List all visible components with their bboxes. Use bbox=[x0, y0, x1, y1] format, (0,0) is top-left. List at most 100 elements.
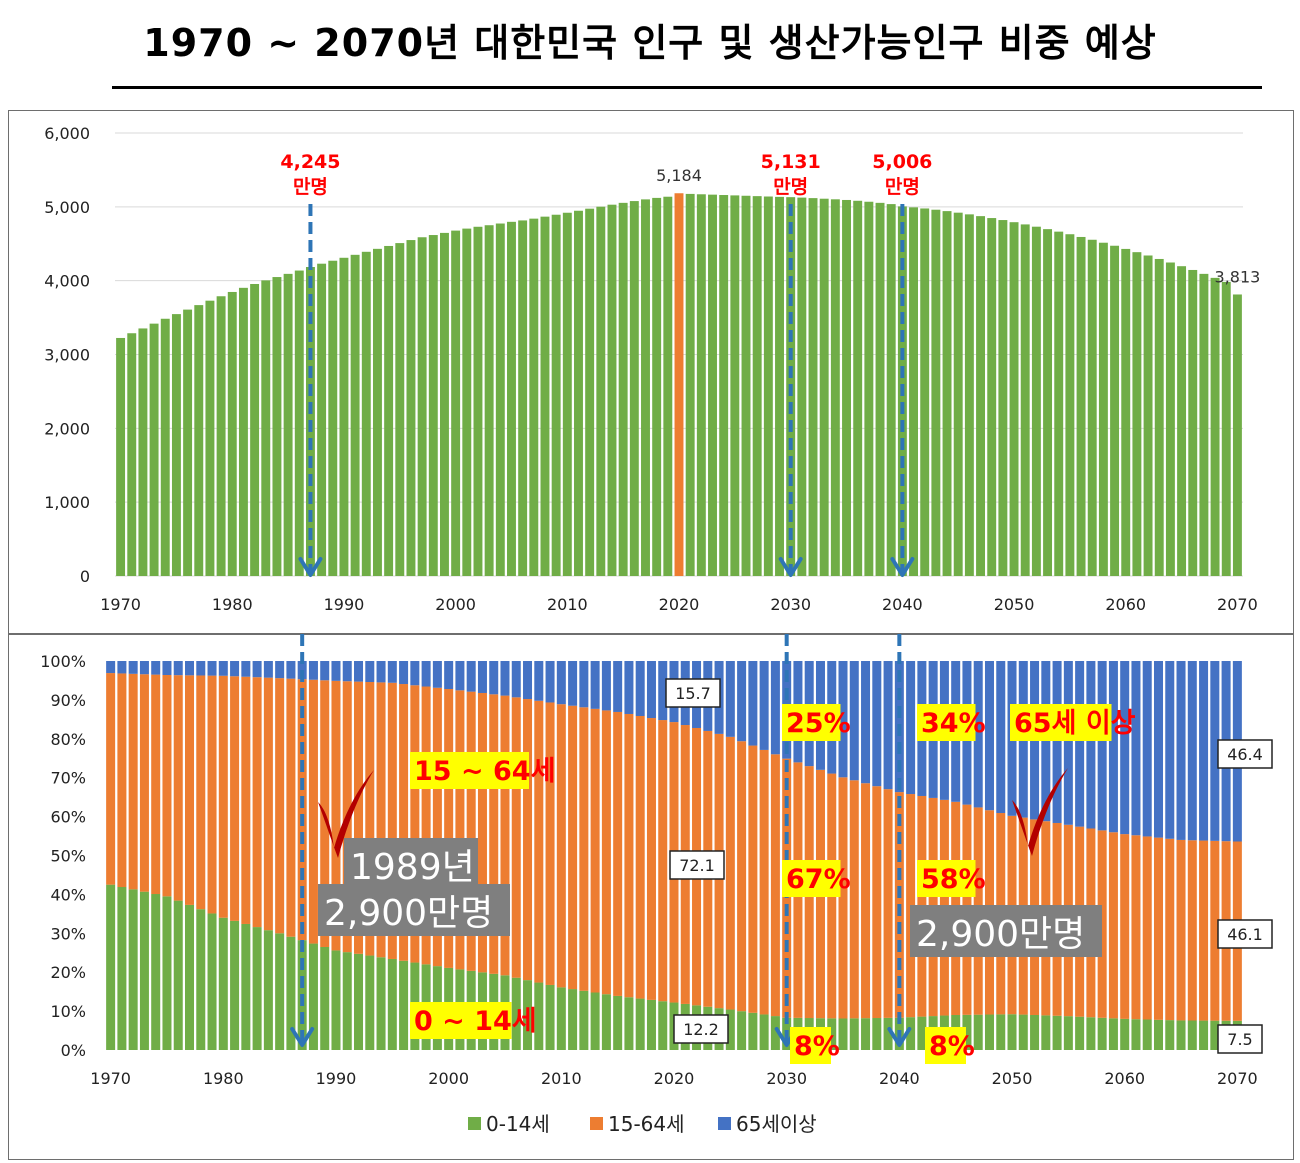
dark-label-box bbox=[318, 884, 510, 936]
top-population-bar bbox=[1132, 252, 1142, 577]
top-y-tick-label: 0 bbox=[80, 567, 90, 586]
bottom-share-bar-segment bbox=[984, 1014, 994, 1050]
bottom-share-bar-segment bbox=[748, 1012, 758, 1050]
bottom-share-bar-segment bbox=[770, 754, 780, 1017]
top-annotation-value: 5,006 bbox=[872, 151, 932, 173]
top-population-bar bbox=[1177, 266, 1187, 576]
bottom-share-bar-segment bbox=[241, 923, 251, 1050]
legend-label: 65세이상 bbox=[736, 1112, 817, 1136]
bottom-share-bar-segment bbox=[399, 661, 409, 685]
bottom-share-bar-segment bbox=[1108, 661, 1118, 833]
top-population-bar bbox=[663, 196, 673, 576]
bottom-share-bar-segment bbox=[410, 661, 420, 686]
bottom-share-bar-segment bbox=[872, 661, 882, 787]
bottom-share-bar-segment bbox=[354, 661, 364, 682]
bottom-share-bar-segment bbox=[387, 661, 397, 683]
top-x-tick-label: 2020 bbox=[659, 595, 700, 614]
top-population-bar bbox=[428, 235, 438, 577]
top-y-tick-label: 5,000 bbox=[44, 198, 90, 217]
top-population-bar bbox=[674, 193, 684, 576]
bottom-share-bar-segment bbox=[872, 786, 882, 1019]
bottom-share-bar-segment bbox=[1086, 1017, 1096, 1050]
bottom-share-bar-segment bbox=[139, 891, 149, 1050]
highlight-label-box bbox=[1010, 704, 1112, 741]
bottom-share-bar-segment bbox=[737, 661, 747, 742]
bottom-share-bar-segment bbox=[590, 992, 600, 1050]
highlight-label: 8% bbox=[794, 1031, 840, 1062]
bottom-share-bar-segment bbox=[579, 990, 589, 1050]
top-x-tick-label: 2050 bbox=[994, 595, 1035, 614]
bottom-share-bar-segment bbox=[1018, 1014, 1028, 1050]
top-population-bar bbox=[227, 291, 237, 576]
top-population-bar bbox=[1165, 262, 1175, 576]
legend-label: 0-14세 bbox=[486, 1112, 550, 1136]
red-check-mark bbox=[1012, 768, 1068, 856]
bottom-share-bar-segment bbox=[635, 998, 645, 1050]
bottom-boxed-label: 46.4 bbox=[1227, 745, 1263, 764]
chart-divider bbox=[8, 633, 1294, 635]
highlight-label: 67% bbox=[786, 864, 851, 895]
bottom-y-tick-label: 100% bbox=[40, 652, 86, 671]
bottom-share-bar-segment bbox=[128, 673, 138, 890]
dark-label-box bbox=[344, 838, 478, 890]
bottom-share-bar-segment bbox=[241, 676, 251, 924]
bottom-share-bar-segment bbox=[106, 884, 116, 1050]
bottom-share-bar-segment bbox=[883, 661, 893, 790]
bottom-share-bar-segment bbox=[613, 661, 623, 712]
bottom-boxed-label: 15.7 bbox=[675, 684, 711, 703]
highlight-label-box bbox=[410, 1002, 512, 1039]
bottom-x-tick-label: 1970 bbox=[90, 1069, 131, 1088]
legend-swatch bbox=[718, 1117, 731, 1130]
bottom-share-bar-segment bbox=[624, 661, 634, 714]
bottom-share-bar-segment bbox=[342, 952, 352, 1050]
bottom-share-bar-segment bbox=[1199, 1020, 1209, 1050]
bottom-share-bar-segment bbox=[849, 780, 859, 1019]
bottom-share-bar-segment bbox=[432, 661, 442, 688]
bottom-share-bar-segment bbox=[387, 958, 397, 1050]
bottom-share-bar-segment bbox=[117, 673, 127, 888]
bottom-y-tick-label: 30% bbox=[50, 924, 86, 943]
bottom-y-tick-label: 90% bbox=[50, 691, 86, 710]
bottom-share-bar-segment bbox=[523, 980, 533, 1050]
bottom-share-bar-segment bbox=[906, 661, 916, 795]
highlight-label: 34% bbox=[921, 708, 986, 739]
bottom-share-bar-segment bbox=[1199, 661, 1209, 841]
bottom-share-bar-segment bbox=[635, 661, 645, 716]
bottom-y-tick-label: 50% bbox=[50, 847, 86, 866]
dark-label: 1989년 bbox=[350, 847, 475, 888]
top-population-bar bbox=[987, 218, 997, 576]
highlight-label-box bbox=[917, 704, 976, 741]
bottom-share-bar-segment bbox=[230, 661, 240, 677]
top-population-bar bbox=[641, 199, 650, 576]
bottom-boxed-label-box bbox=[1217, 739, 1273, 769]
bottom-share-bar-segment bbox=[523, 661, 533, 700]
top-annotation-unit: 만명 bbox=[293, 176, 328, 198]
top-y-tick-label: 4,000 bbox=[44, 272, 90, 291]
legend-label: 15-64세 bbox=[608, 1112, 685, 1136]
top-population-bar bbox=[1143, 255, 1153, 577]
top-population-bar bbox=[250, 283, 260, 576]
bottom-share-bar-segment bbox=[1187, 661, 1197, 841]
bottom-share-bar-segment bbox=[883, 789, 893, 1018]
bottom-share-bar-segment bbox=[477, 661, 487, 693]
top-population-bar bbox=[1154, 258, 1164, 576]
bottom-share-bar-segment bbox=[275, 933, 285, 1050]
bottom-boxed-label-box bbox=[669, 850, 725, 880]
bottom-share-bar-segment bbox=[861, 661, 871, 784]
top-population-bar bbox=[763, 196, 773, 576]
top-data-label: 5,184 bbox=[656, 166, 702, 185]
bottom-share-bar-segment bbox=[252, 927, 262, 1050]
bottom-share-bar-segment bbox=[658, 720, 668, 1002]
bottom-share-bar-segment bbox=[1063, 661, 1073, 825]
bottom-share-bar-segment bbox=[1075, 1016, 1085, 1050]
top-population-bar bbox=[1110, 245, 1120, 577]
top-y-tick-label: 2,000 bbox=[44, 419, 90, 438]
bottom-share-bar-segment bbox=[511, 661, 521, 698]
bottom-share-bar-segment bbox=[962, 1014, 972, 1050]
top-population-bar bbox=[160, 318, 170, 576]
bottom-share-bar-segment bbox=[286, 678, 296, 937]
top-population-bar bbox=[1020, 224, 1030, 576]
bottom-share-bar-segment bbox=[173, 675, 183, 901]
bottom-share-bar-segment bbox=[185, 661, 195, 676]
